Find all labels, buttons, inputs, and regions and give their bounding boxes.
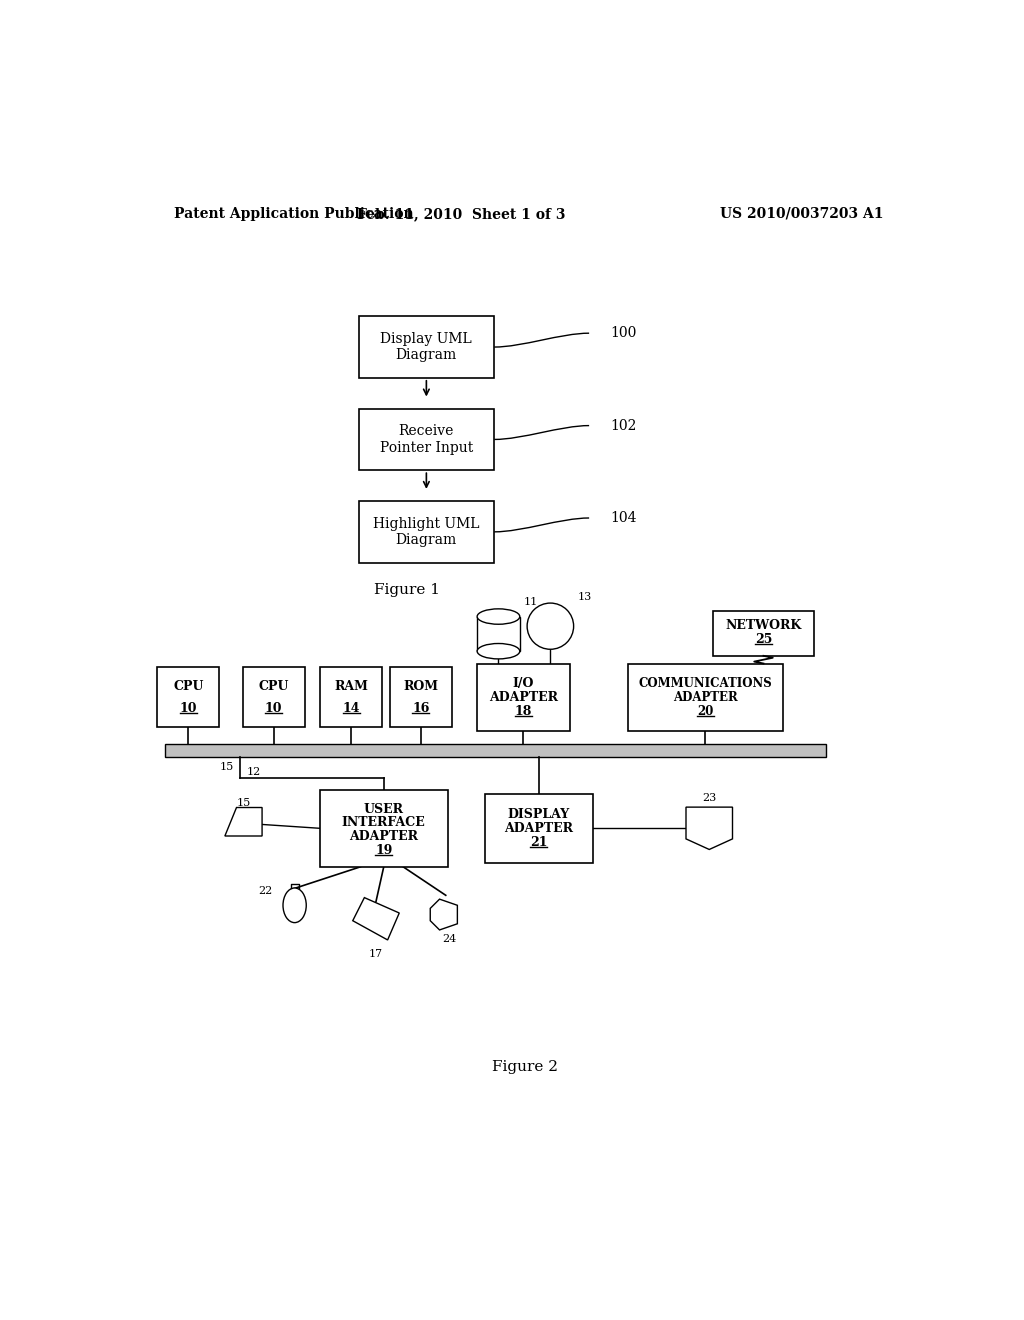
Bar [358,317,495,378]
Text: 14: 14 [342,702,360,714]
Text: 100: 100 [610,326,637,341]
Text: Patent Application Publication: Patent Application Publication [174,207,414,220]
Text: Feb. 11, 2010  Sheet 1 of 3: Feb. 11, 2010 Sheet 1 of 3 [357,207,565,220]
Text: 10: 10 [265,702,283,714]
Ellipse shape [477,609,520,624]
Text: 11: 11 [523,598,538,607]
Ellipse shape [477,644,520,659]
Text: 102: 102 [610,418,637,433]
Text: 24: 24 [442,935,457,944]
Text: 13: 13 [578,591,592,602]
Text: 12: 12 [247,767,261,776]
Bar [713,611,814,656]
Text: DISPLAY: DISPLAY [508,808,570,821]
Text: Display UML
Diagram: Display UML Diagram [381,331,472,362]
Text: NETWORK: NETWORK [725,619,802,632]
Text: I/O: I/O [513,677,534,690]
Text: USER: USER [364,803,403,816]
Text: CPU: CPU [258,680,289,693]
Text: ADAPTER: ADAPTER [504,822,573,834]
Text: 18: 18 [515,705,531,718]
Bar [358,409,495,470]
Polygon shape [225,808,262,836]
Text: 19: 19 [375,843,392,857]
Text: ADAPTER: ADAPTER [349,830,418,843]
Text: 15: 15 [238,797,251,808]
Text: 15: 15 [220,762,234,772]
Text: RAM: RAM [334,680,369,693]
Bar [319,789,447,867]
Text: 23: 23 [702,793,717,803]
Bar [477,664,569,731]
Text: ADAPTER: ADAPTER [673,690,737,704]
Text: ADAPTER: ADAPTER [488,690,558,704]
Text: ROM: ROM [403,680,438,693]
Text: Receive
Pointer Input: Receive Pointer Input [380,424,473,454]
Circle shape [527,603,573,649]
Text: 104: 104 [610,511,637,525]
Text: Figure 1: Figure 1 [374,582,440,597]
Text: US 2010/0037203 A1: US 2010/0037203 A1 [721,207,884,220]
Text: 10: 10 [179,702,198,714]
Bar [158,668,219,727]
Text: COMMUNICATIONS: COMMUNICATIONS [639,677,772,690]
Text: 20: 20 [697,705,714,718]
Text: 22: 22 [259,887,273,896]
Text: 17: 17 [369,949,383,958]
Text: CPU: CPU [173,680,204,693]
Bar [321,668,382,727]
Bar [628,664,783,731]
Bar [358,502,495,562]
Bar [477,616,520,651]
Text: 25: 25 [755,634,772,647]
Polygon shape [686,807,732,850]
Text: 21: 21 [530,836,548,849]
Text: Figure 2: Figure 2 [492,1060,558,1074]
Text: INTERFACE: INTERFACE [342,816,426,829]
Bar [165,743,825,758]
Text: Highlight UML
Diagram: Highlight UML Diagram [373,516,479,546]
Bar [390,668,452,727]
Polygon shape [352,898,399,940]
Ellipse shape [283,888,306,923]
Text: 16: 16 [413,702,430,714]
Bar [484,793,593,863]
Polygon shape [430,899,458,929]
Bar [243,668,305,727]
